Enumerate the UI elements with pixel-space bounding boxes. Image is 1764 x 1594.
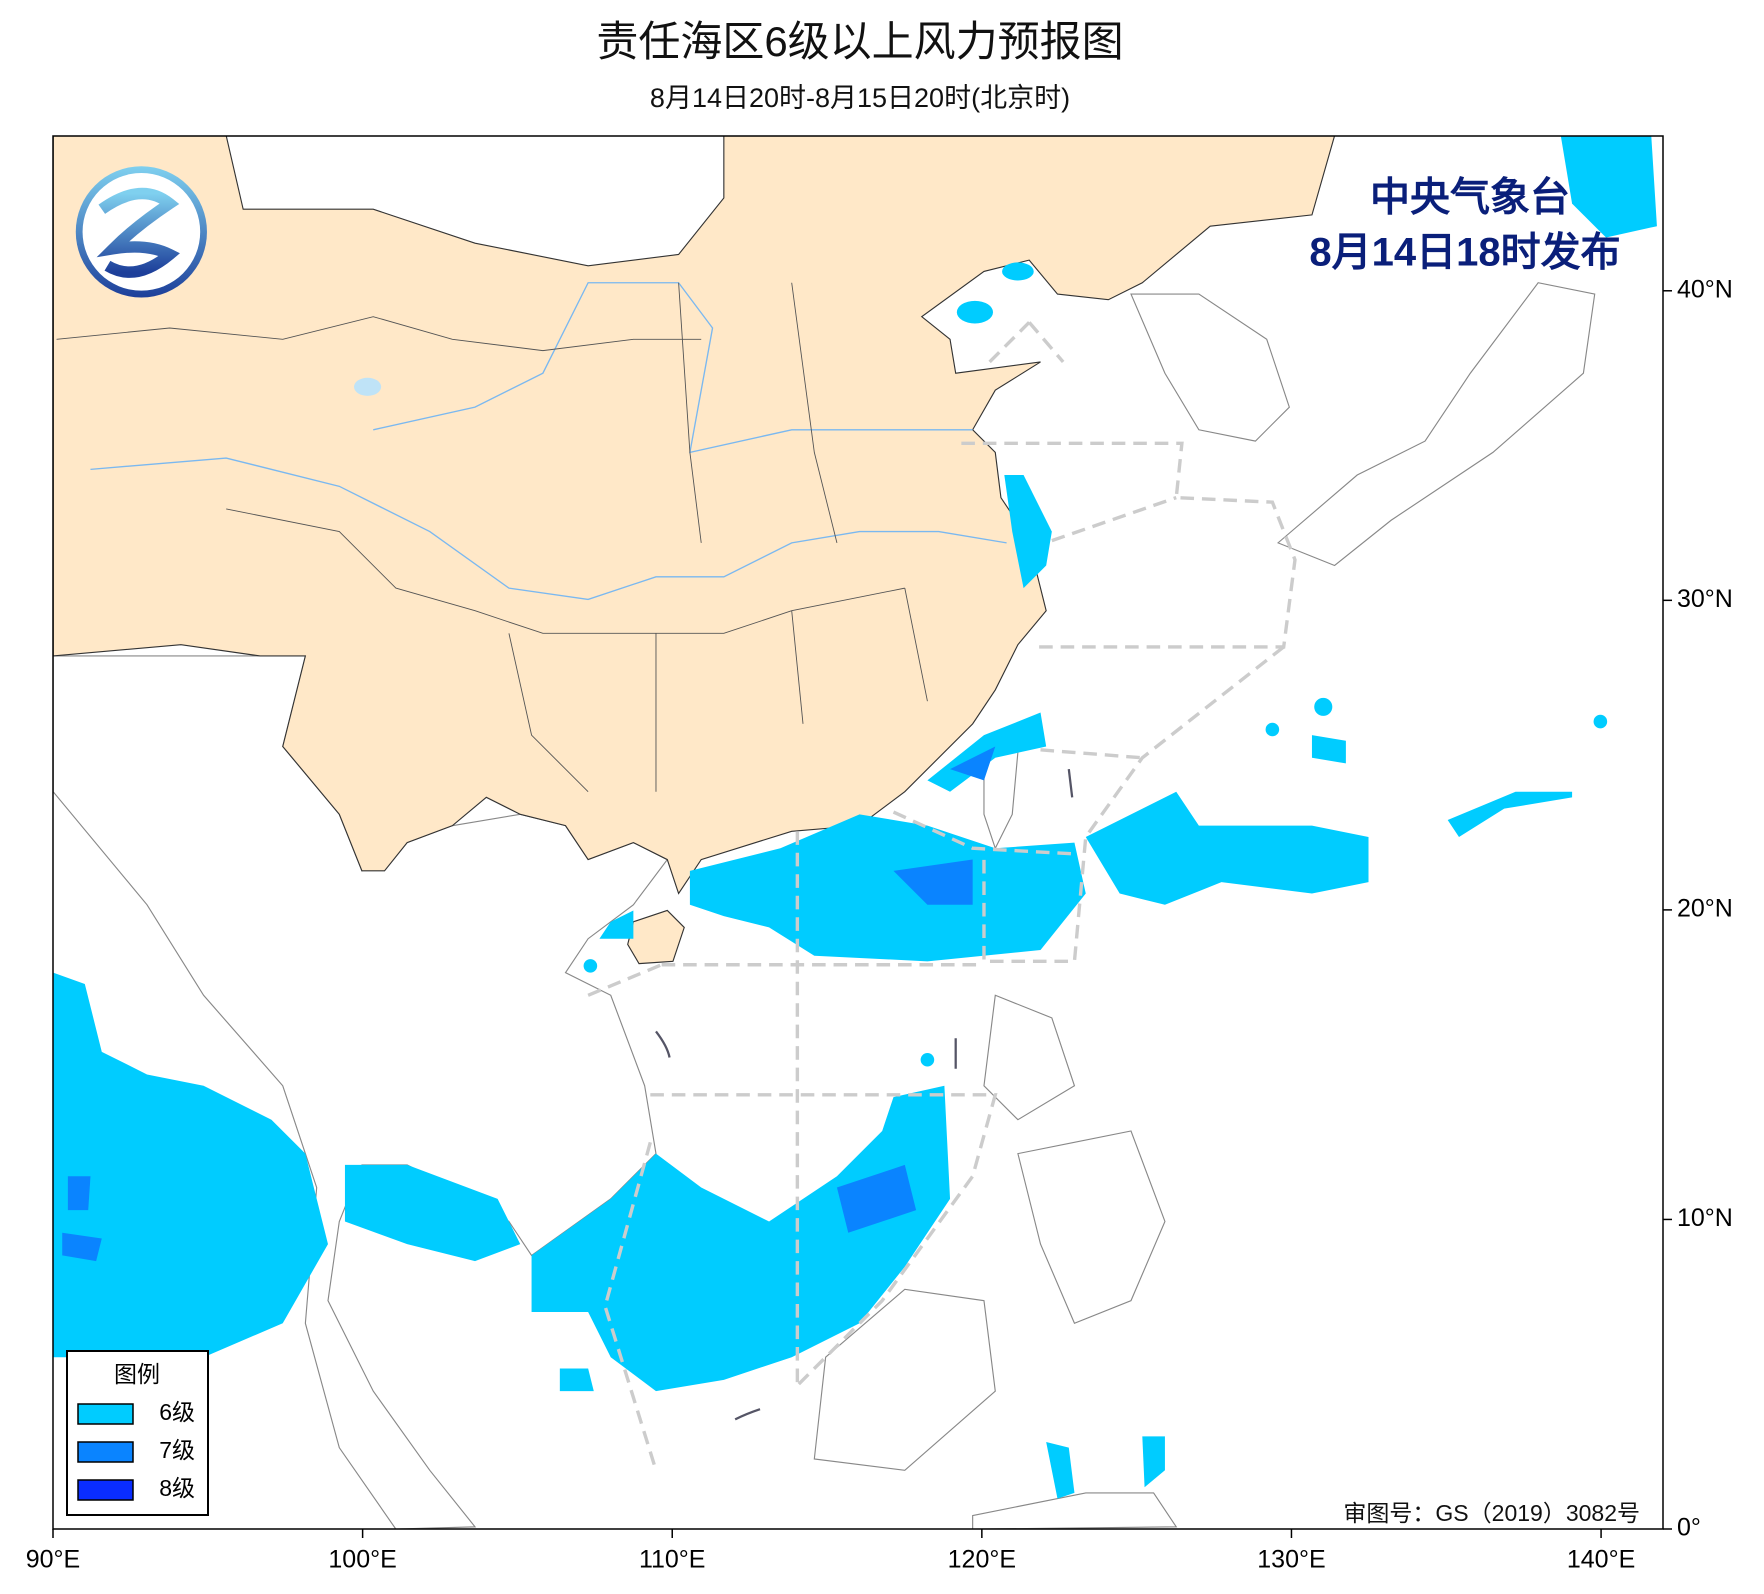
x-tick-label: 140°E bbox=[1567, 1546, 1635, 1574]
issue-time: 8月14日18时发布 bbox=[1309, 231, 1620, 275]
map-body bbox=[53, 136, 1657, 1529]
y-tick-label: 30°N bbox=[1677, 585, 1733, 613]
x-tick-label: 100°E bbox=[328, 1546, 396, 1574]
map-frame bbox=[52, 135, 1664, 1530]
subtitle: 8月14日20时-8月15日20时(北京时) bbox=[650, 83, 1070, 113]
province-lines bbox=[56, 282, 928, 793]
y-tick-label: 40°N bbox=[1677, 275, 1733, 303]
legend-label: 7级 bbox=[159, 1437, 195, 1463]
map-shapes bbox=[53, 136, 1657, 1529]
y-tick-label: 0° bbox=[1677, 1514, 1701, 1542]
y-tick-label: 10°N bbox=[1677, 1204, 1733, 1232]
rivers bbox=[90, 282, 1007, 601]
wind-area-6 bbox=[53, 136, 1657, 1499]
legend-label: 8级 bbox=[159, 1475, 195, 1501]
legend-title: 图例 bbox=[114, 1361, 160, 1387]
land-outline bbox=[53, 282, 1596, 1529]
issuer: 中央气象台 bbox=[1370, 176, 1570, 220]
x-tick-label: 90°E bbox=[26, 1546, 80, 1574]
legend-label: 6级 bbox=[159, 1399, 195, 1425]
x-tick-label: 120°E bbox=[948, 1546, 1016, 1574]
x-tick-label: 130°E bbox=[1257, 1546, 1325, 1574]
legend-swatch bbox=[77, 1441, 134, 1463]
legend-swatch bbox=[77, 1403, 134, 1425]
approval-number: 审图号：GS（2019）3082号 bbox=[1343, 1500, 1640, 1526]
y-tick-label: 20°N bbox=[1677, 894, 1733, 922]
sea-area-lines bbox=[587, 321, 1297, 1471]
x-tick-label: 110°E bbox=[639, 1546, 706, 1574]
logo-glyph bbox=[96, 187, 180, 278]
title: 责任海区6级以上风力预报图 bbox=[596, 18, 1123, 65]
lake bbox=[354, 377, 382, 396]
wind-area-7 bbox=[62, 746, 996, 1262]
hainan bbox=[627, 909, 685, 965]
legend-swatch bbox=[77, 1479, 134, 1501]
island-marks bbox=[655, 768, 1074, 1421]
